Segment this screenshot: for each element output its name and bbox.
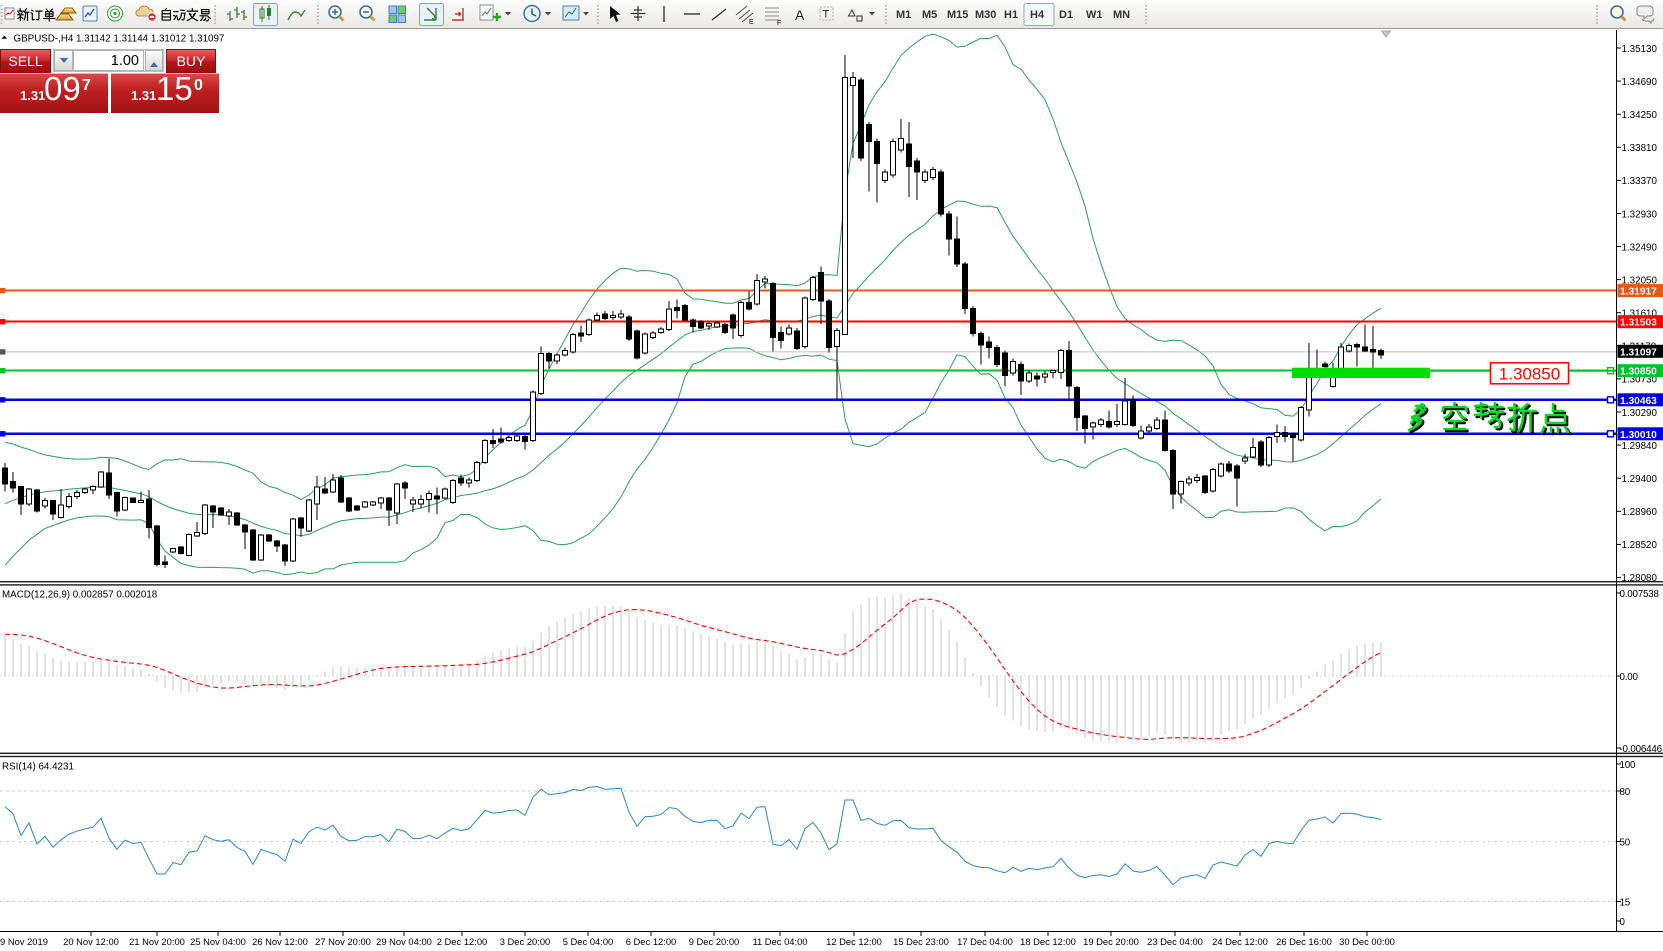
svg-text:1.31917: 1.31917 xyxy=(1620,287,1657,298)
svg-text:M30: M30 xyxy=(975,9,996,21)
svg-text:20 Nov 12:00: 20 Nov 12:00 xyxy=(63,936,119,947)
svg-text:1.32050: 1.32050 xyxy=(1622,275,1658,286)
svg-text:100: 100 xyxy=(1620,760,1636,771)
svg-text:H1: H1 xyxy=(1004,9,1018,21)
svg-text:1.29400: 1.29400 xyxy=(1622,474,1658,485)
svg-text:11 Dec 04:00: 11 Dec 04:00 xyxy=(752,936,807,947)
svg-text:1.33810: 1.33810 xyxy=(1622,143,1658,154)
svg-text:W1: W1 xyxy=(1086,9,1103,21)
svg-text:GBPUSD-,H4: GBPUSD-,H4 xyxy=(14,34,74,45)
svg-text:1.28960: 1.28960 xyxy=(1622,507,1658,518)
svg-text:3 Dec 20:00: 3 Dec 20:00 xyxy=(500,936,551,947)
svg-text:18 Dec 12:00: 18 Dec 12:00 xyxy=(1020,936,1076,947)
svg-text:25 Nov 04:00: 25 Nov 04:00 xyxy=(190,936,246,947)
svg-text:1.35130: 1.35130 xyxy=(1622,44,1658,55)
svg-text:26 Dec 16:00: 26 Dec 16:00 xyxy=(1276,936,1332,947)
svg-text:1.30463: 1.30463 xyxy=(1620,396,1657,407)
svg-text:1.31610: 1.31610 xyxy=(1622,309,1658,320)
svg-text:A: A xyxy=(795,7,805,23)
svg-text:E: E xyxy=(749,19,754,26)
svg-text:1.28520: 1.28520 xyxy=(1622,540,1658,551)
svg-text:1.30850: 1.30850 xyxy=(1499,365,1560,384)
svg-text:27 Nov 20:00: 27 Nov 20:00 xyxy=(315,936,371,947)
svg-text:1.30850: 1.30850 xyxy=(1620,367,1657,378)
svg-text:19 Dec 20:00: 19 Dec 20:00 xyxy=(1083,936,1139,947)
svg-text:26 Nov 12:00: 26 Nov 12:00 xyxy=(252,936,308,947)
svg-text:1.32490: 1.32490 xyxy=(1622,242,1658,253)
svg-text:MACD(12,26,9) 0.002857 0.00201: MACD(12,26,9) 0.002857 0.002018 xyxy=(2,590,158,601)
svg-text:1.31503: 1.31503 xyxy=(1620,318,1657,329)
svg-text:30 Dec 00:00: 30 Dec 00:00 xyxy=(1339,936,1395,947)
svg-text:MN: MN xyxy=(1113,9,1130,21)
svg-text:M1: M1 xyxy=(896,9,911,21)
svg-text:1.28080: 1.28080 xyxy=(1622,573,1658,584)
svg-text:9 Nov 2019: 9 Nov 2019 xyxy=(0,936,48,947)
svg-text:24 Dec 12:00: 24 Dec 12:00 xyxy=(1212,936,1268,947)
svg-text:M15: M15 xyxy=(947,9,968,21)
svg-text:9 Dec 20:00: 9 Dec 20:00 xyxy=(689,936,740,947)
svg-text:1.34250: 1.34250 xyxy=(1622,110,1658,121)
svg-text:15: 15 xyxy=(1620,897,1631,908)
svg-text:1.30290: 1.30290 xyxy=(1622,408,1658,419)
svg-text:2 Dec 12:00: 2 Dec 12:00 xyxy=(437,936,488,947)
svg-text:0: 0 xyxy=(1620,917,1626,928)
svg-text:12 Dec 12:00: 12 Dec 12:00 xyxy=(826,936,882,947)
svg-text:T: T xyxy=(823,9,830,21)
svg-text:F: F xyxy=(777,20,781,27)
svg-text:29 Nov 04:00: 29 Nov 04:00 xyxy=(376,936,432,947)
svg-text:21 Nov 20:00: 21 Nov 20:00 xyxy=(129,936,185,947)
svg-text:0.00: 0.00 xyxy=(1620,672,1639,683)
svg-text:RSI(14) 64.4231: RSI(14) 64.4231 xyxy=(2,762,74,773)
svg-text:0.007538: 0.007538 xyxy=(1620,589,1660,600)
svg-text:17 Dec 04:00: 17 Dec 04:00 xyxy=(957,936,1013,947)
svg-text:5 Dec 04:00: 5 Dec 04:00 xyxy=(563,936,614,947)
svg-text:15 Dec 23:00: 15 Dec 23:00 xyxy=(893,936,949,947)
svg-text:80: 80 xyxy=(1620,787,1631,798)
svg-text:1.32930: 1.32930 xyxy=(1622,209,1658,220)
svg-text:50: 50 xyxy=(1620,837,1631,848)
svg-text:23 Dec 04:00: 23 Dec 04:00 xyxy=(1147,936,1203,947)
svg-text:-0.006446: -0.006446 xyxy=(1620,744,1663,755)
svg-text:D1: D1 xyxy=(1059,9,1073,21)
svg-text:1.33370: 1.33370 xyxy=(1622,176,1658,187)
svg-text:M5: M5 xyxy=(922,9,937,21)
svg-text:1.30730: 1.30730 xyxy=(1622,375,1658,386)
svg-text:1.31142 1.31144 1.31012 1.3109: 1.31142 1.31144 1.31012 1.31097 xyxy=(76,34,224,45)
svg-text:1.31097: 1.31097 xyxy=(1620,347,1657,358)
svg-text:6 Dec 12:00: 6 Dec 12:00 xyxy=(626,936,677,947)
svg-text:1.30010: 1.30010 xyxy=(1620,430,1657,441)
svg-text:H4: H4 xyxy=(1030,9,1045,21)
svg-text:1.34690: 1.34690 xyxy=(1622,77,1658,88)
svg-text:1.29840: 1.29840 xyxy=(1622,441,1658,452)
